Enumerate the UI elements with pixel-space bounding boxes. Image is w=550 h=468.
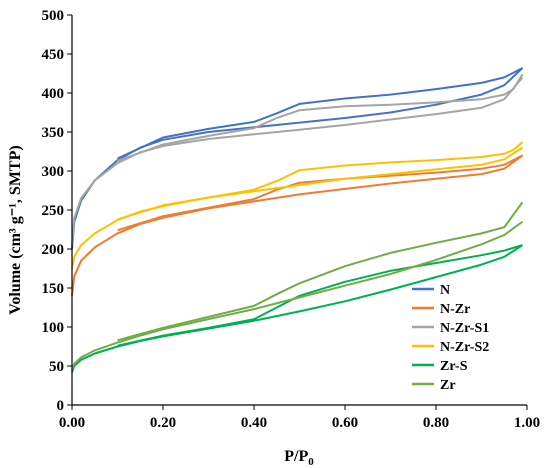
series-n-zr-s2-desorption-line [117, 141, 524, 221]
y-tick-label: 350 [42, 125, 65, 141]
x-tick-label: 0.20 [150, 415, 176, 431]
series-n-zr-s2-adsorption-line [71, 146, 524, 269]
series-n-zr-s2 [71, 141, 524, 269]
x-axis-title-subscript: 0 [308, 456, 314, 468]
legend-label-zr: Zr [440, 378, 456, 393]
series-n-zr-s1-desorption-line [117, 73, 524, 162]
plot-area [71, 67, 524, 373]
legend: N N-Zr N-Zr-S1 N-Zr-S2 Zr-S Zr [412, 283, 489, 393]
y-tick-label: 0 [57, 398, 65, 414]
y-tick-label: 150 [42, 281, 65, 297]
legend-label-zr-s: Zr-S [440, 359, 468, 374]
legend-label-n-zr-s1: N-Zr-S1 [440, 321, 489, 336]
series-n-zr-desorption-line [117, 154, 523, 232]
x-axis-title-main: P/P [284, 448, 308, 465]
series-zr-desorption-line [117, 201, 524, 342]
legend-label-n: N [440, 283, 450, 298]
y-tick-label: 400 [42, 86, 65, 102]
y-tick-label: 50 [49, 359, 64, 375]
x-tick-label: 0.00 [59, 415, 85, 431]
y-tick-label: 500 [42, 8, 65, 24]
y-tick-label: 100 [42, 320, 65, 336]
series-zr [71, 201, 524, 371]
x-tick-label: 1.00 [514, 415, 540, 431]
series-zr-s-desorption-line [117, 244, 523, 347]
series-n-desorption-line [117, 67, 523, 160]
legend-label-n-zr-s2: N-Zr-S2 [440, 340, 489, 355]
series-n-zr-adsorption-line [71, 154, 524, 296]
series-zr-s-adsorption-line [71, 244, 524, 373]
y-tick-label: 300 [42, 164, 65, 180]
series-n-zr-s1 [71, 73, 524, 246]
axes: 0 50 100 150 200 250 300 350 400 450 500 0.00 0.20 0.… [42, 8, 541, 431]
series-zr-s [71, 244, 524, 373]
x-tick-label: 0.60 [332, 415, 358, 431]
y-tick-label: 200 [42, 242, 65, 258]
x-tick-label: 0.80 [423, 415, 449, 431]
y-axis-title: Volume (cm³ g⁻¹, SMTP) [7, 145, 24, 314]
legend-label-n-zr: N-Zr [440, 302, 470, 317]
series-n-zr-s1-adsorption-line [71, 76, 524, 246]
series-n-zr [71, 154, 524, 296]
x-tick-label: 0.40 [241, 415, 267, 431]
series-zr-adsorption-line [71, 220, 524, 371]
x-axis-title: P/P0 [284, 448, 314, 468]
y-tick-label: 450 [42, 47, 65, 63]
y-tick-label: 250 [42, 203, 65, 219]
